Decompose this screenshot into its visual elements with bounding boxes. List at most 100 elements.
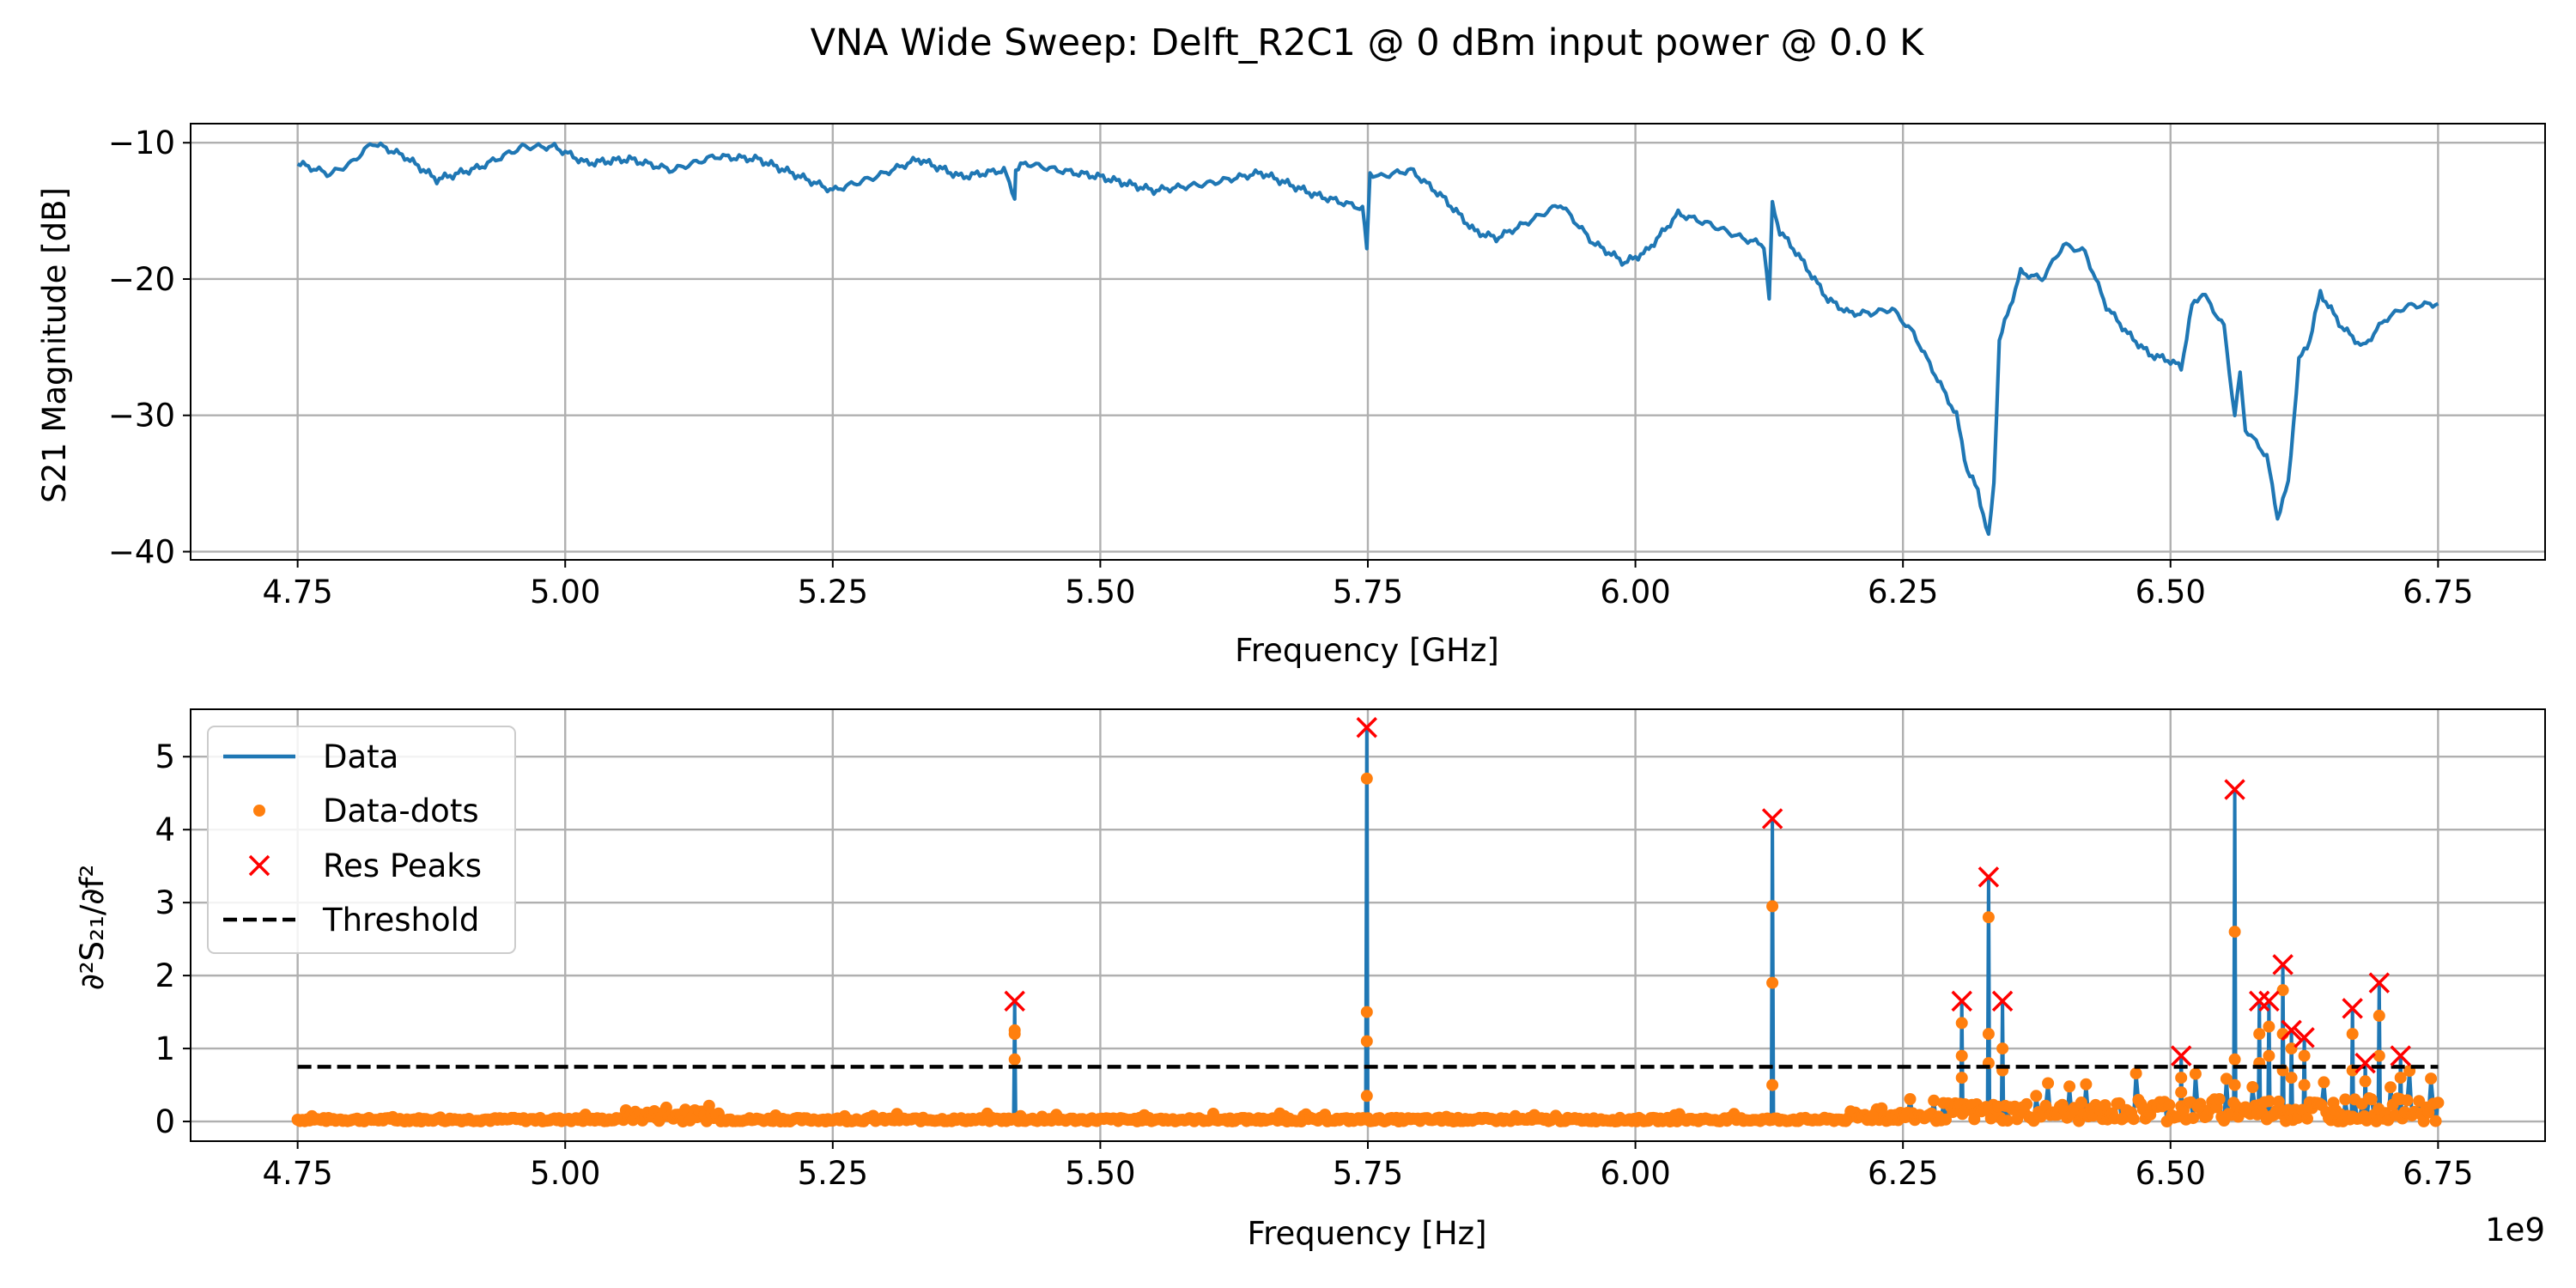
res-peak-marker xyxy=(1761,808,1783,829)
bottom-x-tick-label: 4.75 xyxy=(262,1155,332,1192)
data-dot xyxy=(2228,1078,2241,1091)
top-x-tick-label: 5.00 xyxy=(530,574,600,611)
top-x-tick-label: 4.75 xyxy=(262,574,332,611)
data-dot xyxy=(2020,1097,2033,1110)
res-peak-marker xyxy=(1004,990,1025,1012)
bottom-frame xyxy=(190,708,2546,1142)
bottom-x-tick-label: 6.25 xyxy=(1868,1155,1938,1192)
data-dot xyxy=(1360,1005,1373,1018)
legend-label-data: Data xyxy=(323,738,398,775)
x-offset-label: 1e9 xyxy=(2485,1212,2545,1249)
data-dot xyxy=(2432,1097,2445,1109)
res-peak-marker xyxy=(2354,1052,2376,1074)
bottom-y-tick-label: 3 xyxy=(155,884,175,921)
data-dot xyxy=(1008,1053,1021,1066)
data-dot xyxy=(2127,1113,2140,1126)
bottom-y-tick-label: 2 xyxy=(155,957,175,994)
data-dot xyxy=(1008,1028,1021,1041)
data-dot xyxy=(1360,772,1373,785)
top-x-tick-label: 5.75 xyxy=(1333,574,1403,611)
bottom-xlabel: Frequency [Hz] xyxy=(1247,1215,1486,1252)
figure-title: VNA Wide Sweep: Delft_R2C1 @ 0 dBm input… xyxy=(811,21,1926,64)
data-dot xyxy=(2129,1067,2142,1080)
data-dot xyxy=(2189,1067,2202,1080)
res-peak-marker xyxy=(1356,717,1377,738)
data-dot xyxy=(2339,1093,2352,1106)
top-xlabel: Frequency [GHz] xyxy=(1235,632,1499,669)
data-dot xyxy=(1984,1112,1997,1125)
legend-swatch-dots xyxy=(253,805,265,817)
data-dot xyxy=(2429,1115,2442,1127)
data-dot xyxy=(2175,1086,2188,1099)
res-peak-marker xyxy=(2258,990,2280,1012)
top-x-tick-label: 5.50 xyxy=(1065,574,1135,611)
res-peak-marker xyxy=(2390,1045,2411,1066)
data-dot xyxy=(2263,1095,2275,1108)
res-peak-marker xyxy=(2272,954,2293,975)
data-dot xyxy=(2346,1028,2359,1041)
data-dot xyxy=(1766,976,1779,989)
bottom-x-tick-label: 6.00 xyxy=(1600,1155,1670,1192)
data-dot xyxy=(2365,1093,2378,1106)
data-dot xyxy=(2228,1053,2241,1066)
res-peak-marker xyxy=(2171,1045,2192,1066)
res-peak-marker xyxy=(2368,972,2391,993)
data-dot xyxy=(2318,1076,2330,1089)
data-dot xyxy=(2002,1115,2014,1127)
top-x-tick-label: 6.50 xyxy=(2136,574,2206,611)
data-dot xyxy=(1982,1028,1995,1041)
data-dot xyxy=(2163,1098,2176,1111)
res-peak-marker xyxy=(2342,998,2363,1019)
data-dot xyxy=(1360,1035,1373,1048)
data-dot xyxy=(2285,1072,2298,1084)
data-dot xyxy=(2425,1072,2438,1085)
res-peak-marker xyxy=(1951,990,1972,1012)
data-dot xyxy=(1996,1042,2009,1055)
data-dot xyxy=(2422,1106,2435,1119)
data-dot xyxy=(2099,1099,2111,1112)
bottom-x-tick-label: 6.75 xyxy=(2403,1155,2473,1192)
data-dot xyxy=(2417,1115,2430,1127)
top-y-tick-label: −10 xyxy=(108,125,175,161)
bottom-y-tick-label: 1 xyxy=(155,1030,175,1067)
top-y-tick-label: −20 xyxy=(108,261,175,298)
top-ylabel: S21 Magnitude [dB] xyxy=(36,187,73,503)
data-dot xyxy=(1904,1093,1917,1105)
data-dot xyxy=(2063,1080,2076,1093)
data-dot xyxy=(1928,1094,1941,1107)
top-y-tick-label: −30 xyxy=(108,398,175,434)
bottom-x-tick-label: 6.50 xyxy=(2136,1155,2206,1192)
top-x-tick-label: 5.25 xyxy=(798,574,868,611)
data-dot xyxy=(2359,1075,2372,1088)
data-dot xyxy=(2175,1072,2188,1084)
data-dot xyxy=(2253,1028,2266,1041)
data-dot xyxy=(2272,1095,2285,1108)
data-dot xyxy=(2246,1081,2259,1093)
res-peak-marker xyxy=(1978,866,2000,888)
data-dot xyxy=(1955,1049,1968,1062)
data-dot xyxy=(2075,1097,2087,1109)
res-peak-marker xyxy=(2293,1027,2315,1048)
legend-label-threshold: Threshold xyxy=(322,902,479,939)
data-dot xyxy=(1955,1072,1968,1084)
data-dot xyxy=(2187,1112,2200,1125)
bottom-x-tick-label: 5.50 xyxy=(1065,1155,1135,1192)
bottom-x-tick-label: 5.00 xyxy=(530,1155,600,1192)
legend-frame xyxy=(207,726,516,954)
data-dot xyxy=(2276,984,2289,997)
legend-label-peaks: Res Peaks xyxy=(323,848,482,884)
data-dot xyxy=(2228,926,2241,939)
data-dot xyxy=(2263,1049,2275,1062)
data-dot xyxy=(2263,1020,2275,1033)
legend: Data Data-dots Res Peaks Threshold xyxy=(207,726,516,954)
top-frame xyxy=(190,123,2546,561)
data-dot xyxy=(2220,1072,2233,1085)
data-dot xyxy=(2372,1049,2385,1062)
data-dot xyxy=(2144,1109,2157,1121)
bottom-x-tick-label: 5.25 xyxy=(798,1155,868,1192)
bottom-ylabel: ∂²S₂₁/∂f² xyxy=(74,865,111,991)
data-dot xyxy=(2301,1112,2313,1125)
data-dot xyxy=(1940,1113,1952,1126)
res-peak-marker xyxy=(1991,990,2014,1012)
data-dot xyxy=(2394,1072,2407,1084)
